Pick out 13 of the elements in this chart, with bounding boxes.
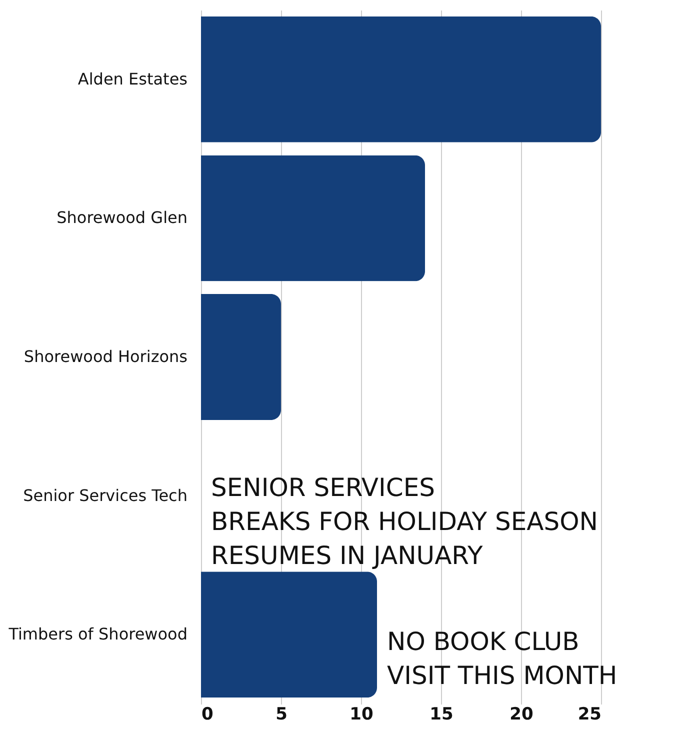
x-tick-label: 10 [350,704,374,724]
annotation: SENIOR SERVICES BREAKS FOR HOLIDAY SEASON RESUMES IN JANUARY [211,473,598,570]
x-tick-label: 25 [578,704,602,724]
y-tick-label: Senior Services Tech [23,486,188,505]
x-tick-label: 15 [430,704,454,724]
x-tick-label: 5 [276,704,288,724]
x-tick-label: 20 [510,704,534,724]
x-tick-label: 0 [202,704,214,724]
y-tick-label: Alden Estates [78,69,188,88]
y-tick-label: Shorewood Glen [56,208,188,228]
y-tick-label: Timbers of Shorewood [8,624,188,644]
annotation: NO BOOK CLUB VISIT THIS MONTH [387,627,618,690]
y-tick-label: Shorewood Horizons [24,347,188,366]
